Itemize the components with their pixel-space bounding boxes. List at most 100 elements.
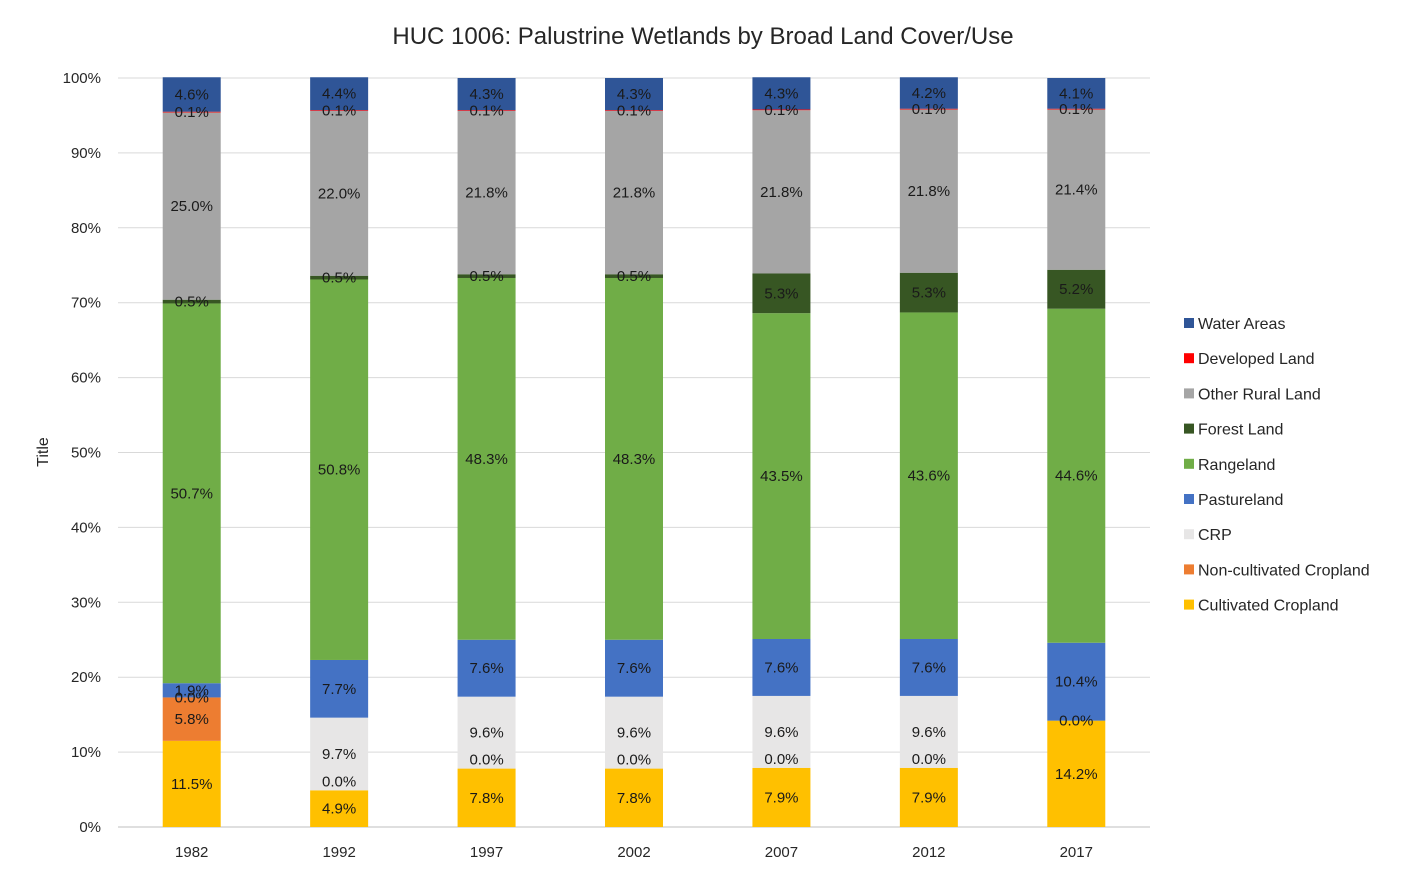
bar-segment <box>899 767 958 827</box>
legend-swatch <box>1184 353 1194 364</box>
x-tick-label: 2007 <box>765 844 798 861</box>
legend-entry: Developed Land <box>1198 351 1315 368</box>
data-label: 0.0% <box>469 752 503 769</box>
data-label: 7.8% <box>469 790 503 807</box>
bar-segment <box>457 696 516 769</box>
bar-segment <box>1047 269 1106 309</box>
legend-swatch <box>1184 494 1194 504</box>
data-label: 0.1% <box>1059 101 1093 118</box>
y-tick-label: 70% <box>71 295 101 312</box>
legend-entry: Other Rural Land <box>1198 386 1321 403</box>
bar-segment <box>752 639 811 696</box>
bar-segment <box>310 110 369 276</box>
chart-title: HUC 1006: Palustrine Wetlands by Broad L… <box>392 23 1013 50</box>
data-label: 0.0% <box>1059 713 1093 730</box>
bar-segment <box>310 790 369 827</box>
y-tick-label: 60% <box>71 370 101 387</box>
bar-segment <box>310 659 369 718</box>
bar-segment <box>162 740 221 827</box>
data-label: 21.8% <box>465 185 508 202</box>
bar-segment <box>752 695 811 768</box>
bar-segment <box>1047 720 1106 827</box>
data-label: 0.0% <box>617 752 651 769</box>
bars <box>162 77 1106 827</box>
data-label: 0.0% <box>912 751 946 768</box>
y-tick-label: 100% <box>63 70 101 87</box>
bar-segment <box>457 639 516 697</box>
y-tick-label: 90% <box>71 145 101 162</box>
data-label: 21.8% <box>908 183 951 200</box>
data-label: 0.0% <box>764 751 798 768</box>
bar-segment <box>605 274 663 278</box>
bar-segment <box>752 109 811 111</box>
y-tick-label: 50% <box>71 445 101 462</box>
bar-segment <box>899 108 958 110</box>
data-label: 4.1% <box>1059 85 1093 102</box>
data-label: 5.3% <box>764 285 798 302</box>
data-label: 48.3% <box>465 451 508 468</box>
y-tick-label: 40% <box>71 519 101 536</box>
bar-segment <box>899 109 958 273</box>
bar-segment <box>752 77 811 110</box>
data-label: 4.3% <box>469 86 503 103</box>
data-label: 9.6% <box>469 725 503 742</box>
bar-segment <box>162 303 221 684</box>
data-label: 25.0% <box>170 198 213 215</box>
x-tick-label: 1992 <box>322 844 355 861</box>
data-label: 21.8% <box>760 184 803 201</box>
data-label: 0.5% <box>175 294 209 311</box>
data-label: 0.1% <box>322 103 356 120</box>
legend-entry: Forest Land <box>1198 422 1283 439</box>
bar-segment <box>899 312 958 640</box>
data-label: 4.3% <box>764 85 798 102</box>
bar-segment <box>457 110 516 275</box>
bar-segment <box>605 696 663 769</box>
data-label: 22.0% <box>318 185 361 202</box>
bar-segment <box>605 110 663 275</box>
bar-segment <box>162 299 221 304</box>
data-label: 7.6% <box>764 659 798 676</box>
data-label: 50.7% <box>170 485 213 502</box>
data-label: 7.6% <box>469 660 503 677</box>
data-label: 7.8% <box>617 790 651 807</box>
x-tick-label: 2002 <box>617 844 650 861</box>
data-label: 44.6% <box>1055 468 1098 485</box>
data-label: 0.5% <box>469 268 503 285</box>
bar-segment <box>1047 642 1106 721</box>
bar-segment <box>310 275 369 280</box>
data-label: 0.1% <box>175 104 209 121</box>
bar-segment <box>457 768 516 827</box>
bar-segment <box>310 110 369 111</box>
bar-segment <box>752 273 811 314</box>
data-label: 7.6% <box>912 659 946 676</box>
data-label: 9.6% <box>764 724 798 741</box>
legend-entry: Cultivated Cropland <box>1198 598 1339 615</box>
data-label: 4.3% <box>617 86 651 103</box>
bar-segment <box>605 768 663 827</box>
bar-segment <box>605 277 663 640</box>
x-tick-label: 2012 <box>912 844 945 861</box>
bar-segment <box>310 77 369 111</box>
y-tick-label: 20% <box>71 669 101 686</box>
bar-segment <box>1047 108 1106 110</box>
data-label: 48.3% <box>613 451 656 468</box>
legend-swatch <box>1184 564 1194 575</box>
x-axis-ticks: 1982 1992 1997 2002 2007 2012 2017 <box>175 844 1093 861</box>
bar-segment <box>899 639 958 696</box>
bar-segment <box>752 767 811 827</box>
bar-segment <box>752 313 811 640</box>
data-label: 4.9% <box>322 801 356 818</box>
data-label: 9.6% <box>617 725 651 742</box>
legend-swatch <box>1184 529 1194 540</box>
bar-segment <box>899 77 958 109</box>
bar-segment <box>1047 308 1106 643</box>
data-label: 5.3% <box>912 285 946 302</box>
y-tick-label: 80% <box>71 220 101 237</box>
data-label: 4.4% <box>322 86 356 103</box>
legend-swatch <box>1184 599 1194 610</box>
data-label: 0.5% <box>322 270 356 287</box>
y-axis-ticks: 0% 10% 20% 30% 40% 50% 60% 70% 80% 90% 100% <box>63 70 101 836</box>
x-tick-label: 2017 <box>1060 844 1093 861</box>
bar-segment <box>162 683 221 698</box>
